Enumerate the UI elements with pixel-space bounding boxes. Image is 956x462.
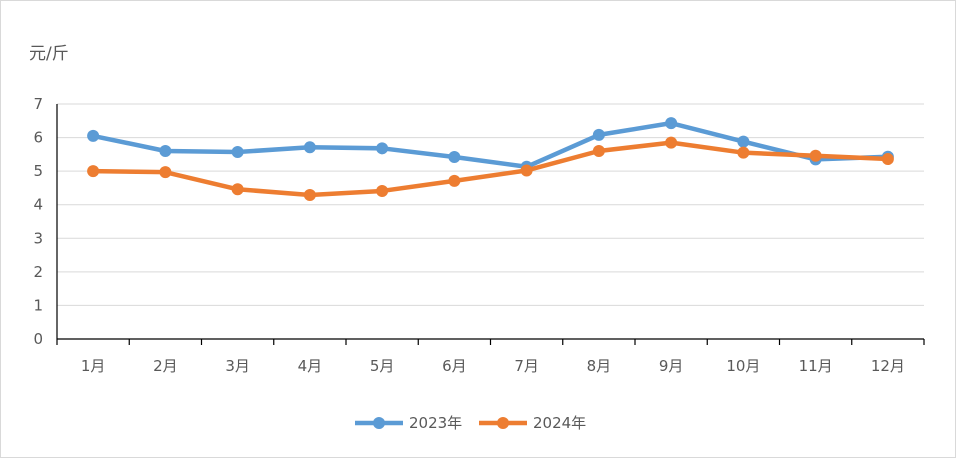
legend-marker [497, 417, 509, 429]
series-line [90, 140, 891, 198]
x-tick-label: 1月 [81, 357, 106, 375]
x-tick-label: 7月 [514, 357, 539, 375]
series-line [90, 120, 891, 170]
x-tick-label: 11月 [799, 357, 833, 375]
data-point [665, 117, 678, 130]
legend-label: 2024年 [533, 414, 586, 432]
axes [56, 104, 925, 345]
y-tick-label: 6 [33, 129, 43, 147]
data-point [376, 184, 389, 197]
x-tick-label: 9月 [659, 357, 684, 375]
x-tick-label: 2月 [153, 357, 178, 375]
x-tick-label: 3月 [225, 357, 250, 375]
data-point [87, 165, 100, 178]
data-point [520, 164, 533, 177]
x-tick-label: 5月 [370, 357, 395, 375]
y-tick-label: 7 [33, 95, 43, 113]
data-point [159, 166, 172, 179]
legend-marker [373, 417, 385, 429]
data-point [448, 151, 461, 164]
data-point [87, 129, 100, 142]
legend-item: 2023年 [355, 414, 462, 432]
series-lines [87, 117, 894, 201]
y-tick-label: 0 [33, 330, 43, 348]
y-tick-labels: 0 1 2 3 4 5 6 7 [33, 95, 43, 348]
data-point [737, 146, 750, 159]
y-tick-label: 3 [33, 229, 43, 247]
x-tick-labels: 1月 2月 3月 4月 5月 6月 7月 8月 9月 10月 11月 12月 [81, 357, 905, 375]
data-point [592, 128, 605, 141]
data-point [592, 145, 605, 157]
data-point [231, 146, 244, 159]
y-tick-label: 4 [33, 196, 43, 214]
data-point [159, 145, 172, 157]
data-point [737, 135, 750, 148]
y-tick-label: 5 [33, 162, 43, 180]
legend-label: 2023年 [409, 414, 462, 432]
data-point [665, 136, 678, 149]
data-point [809, 149, 822, 162]
data-point [448, 174, 461, 187]
x-tick-label: 4月 [298, 357, 323, 375]
x-tick-label: 10月 [726, 357, 760, 375]
series-1 [87, 117, 894, 173]
legend: 2023年 2024年 [355, 414, 586, 432]
data-point [881, 153, 894, 166]
gridlines [57, 103, 924, 306]
data-point [303, 141, 316, 154]
y-tick-label: 2 [33, 263, 43, 281]
data-point [376, 142, 389, 155]
x-tick-label: 8月 [587, 357, 612, 375]
data-point [231, 183, 244, 196]
y-tick-label: 1 [33, 296, 43, 314]
x-tick-label: 12月 [871, 357, 905, 375]
x-tick-label: 6月 [442, 357, 467, 375]
y-axis-label: 元/斤 [29, 44, 69, 64]
legend-item: 2024年 [479, 414, 586, 432]
series-2 [87, 136, 894, 201]
data-point [303, 188, 316, 201]
